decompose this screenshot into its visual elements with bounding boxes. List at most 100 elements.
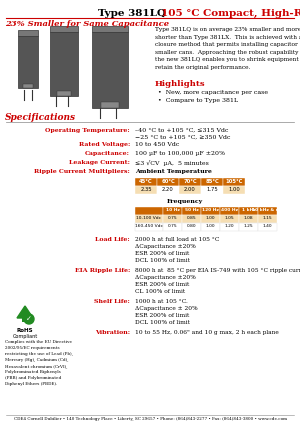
Text: restricting the use of Lead (Pb),: restricting the use of Lead (Pb), bbox=[5, 352, 73, 356]
Bar bbox=[92, 26, 128, 32]
Text: RoHS: RoHS bbox=[17, 328, 33, 333]
Bar bbox=[92, 32, 128, 108]
Text: Vibration:: Vibration: bbox=[95, 330, 130, 335]
Bar bbox=[182, 215, 200, 223]
Bar bbox=[201, 207, 220, 215]
Text: 10 kHz & up: 10 kHz & up bbox=[253, 208, 283, 212]
Bar bbox=[182, 223, 200, 231]
Text: smaller cans.  Approaching the robust capability of the 381L: smaller cans. Approaching the robust cap… bbox=[155, 49, 300, 54]
Text: Ripple Current Multipliers:: Ripple Current Multipliers: bbox=[34, 169, 130, 174]
Text: 1.00: 1.00 bbox=[206, 216, 215, 220]
Text: 10 to 450 Vdc: 10 to 450 Vdc bbox=[135, 142, 179, 147]
Polygon shape bbox=[17, 306, 33, 318]
Text: 23% Smaller for Same Capacitance: 23% Smaller for Same Capacitance bbox=[5, 20, 169, 28]
Bar bbox=[18, 36, 38, 88]
Text: 10-100 Vdc: 10-100 Vdc bbox=[136, 216, 161, 220]
Bar bbox=[50, 26, 78, 32]
Text: 2.20: 2.20 bbox=[162, 187, 174, 192]
Text: ΔCapacitance ±20%: ΔCapacitance ±20% bbox=[135, 275, 196, 280]
Bar bbox=[201, 223, 220, 231]
Text: ESR 200% of limit: ESR 200% of limit bbox=[135, 313, 189, 318]
Text: ΔCapacitance ± 20%: ΔCapacitance ± 20% bbox=[135, 306, 198, 311]
Text: 0.85: 0.85 bbox=[186, 216, 196, 220]
Bar bbox=[258, 223, 277, 231]
Bar bbox=[101, 102, 119, 108]
Text: 85°C: 85°C bbox=[205, 179, 219, 184]
Text: Operating Temperature:: Operating Temperature: bbox=[45, 128, 130, 133]
Bar bbox=[258, 215, 277, 223]
Text: 0.75: 0.75 bbox=[167, 224, 177, 228]
Text: Shelf Life:: Shelf Life: bbox=[94, 299, 130, 304]
Text: 105°C: 105°C bbox=[225, 179, 243, 184]
Text: Leakage Current:: Leakage Current: bbox=[69, 160, 130, 165]
Text: 10 to 55 Hz, 0.06" and 10 g max, 2 h each plane: 10 to 55 Hz, 0.06" and 10 g max, 2 h eac… bbox=[135, 330, 279, 335]
Text: Specifications: Specifications bbox=[5, 113, 76, 122]
Bar bbox=[23, 84, 33, 88]
Bar bbox=[201, 186, 223, 194]
Text: •  New, more capacitance per case: • New, more capacitance per case bbox=[158, 90, 268, 95]
Text: 120 Hz: 120 Hz bbox=[202, 208, 219, 212]
Text: 1000 h at 105 °C.: 1000 h at 105 °C. bbox=[135, 299, 188, 304]
Text: retain the original performance.: retain the original performance. bbox=[155, 65, 250, 70]
Text: ✓: ✓ bbox=[26, 316, 32, 322]
Text: Type 381LQ is on average 23% smaller and more than 5 mm: Type 381LQ is on average 23% smaller and… bbox=[155, 27, 300, 32]
Text: 1.08: 1.08 bbox=[243, 216, 253, 220]
Bar bbox=[201, 178, 223, 186]
Text: CL 100% of limit: CL 100% of limit bbox=[135, 289, 185, 294]
Text: –40 °C to +105 °C, ≤315 Vdc: –40 °C to +105 °C, ≤315 Vdc bbox=[135, 128, 229, 133]
Text: ΔCapacitance ±20%: ΔCapacitance ±20% bbox=[135, 244, 196, 249]
Text: (PBB) and Polybrominated: (PBB) and Polybrominated bbox=[5, 376, 61, 380]
Text: •  Compare to Type 381L: • Compare to Type 381L bbox=[158, 98, 238, 103]
Text: ≤3 √CV  µA,  5 minutes: ≤3 √CV µA, 5 minutes bbox=[135, 160, 209, 166]
Text: Complies with the EU Directive: Complies with the EU Directive bbox=[5, 340, 72, 344]
Text: 2002/95/EC requirements: 2002/95/EC requirements bbox=[5, 346, 60, 350]
Bar bbox=[135, 178, 157, 186]
Text: CDE4 Cornell Dubilier • 140 Technology Place • Liberty, SC 29657 • Phone: (864)8: CDE4 Cornell Dubilier • 140 Technology P… bbox=[14, 417, 286, 421]
Bar bbox=[135, 223, 163, 231]
Text: 1.00: 1.00 bbox=[228, 187, 240, 192]
Bar bbox=[163, 223, 182, 231]
Text: Rated Voltage:: Rated Voltage: bbox=[79, 142, 130, 147]
Text: Frequency: Frequency bbox=[167, 199, 203, 204]
Text: closure method that permits installing capacitor elements into: closure method that permits installing c… bbox=[155, 42, 300, 47]
Text: Capacitance:: Capacitance: bbox=[85, 151, 130, 156]
Text: Load Life:: Load Life: bbox=[95, 237, 130, 242]
Text: Mercury (Hg), Cadmium (Cd),: Mercury (Hg), Cadmium (Cd), bbox=[5, 358, 68, 362]
Text: EIA Ripple Life:: EIA Ripple Life: bbox=[75, 268, 130, 273]
Bar bbox=[258, 207, 277, 215]
Bar bbox=[201, 215, 220, 223]
Text: Diphenyl Ethers (PBDE).: Diphenyl Ethers (PBDE). bbox=[5, 382, 57, 386]
Text: 1.20: 1.20 bbox=[224, 224, 234, 228]
Text: Polybrominated Biphenyls: Polybrominated Biphenyls bbox=[5, 370, 61, 374]
Text: 10 Hz: 10 Hz bbox=[166, 208, 179, 212]
Text: 1 kHz: 1 kHz bbox=[242, 208, 255, 212]
Text: DCL 100% of limit: DCL 100% of limit bbox=[135, 320, 190, 325]
Bar bbox=[220, 223, 239, 231]
Text: −25 °C to +105 °C, ≥350 Vdc: −25 °C to +105 °C, ≥350 Vdc bbox=[135, 135, 230, 140]
Text: 2.00: 2.00 bbox=[184, 187, 196, 192]
Text: 400 Hz: 400 Hz bbox=[221, 208, 238, 212]
Text: 2.35: 2.35 bbox=[140, 187, 152, 192]
Bar bbox=[157, 178, 178, 186]
Bar bbox=[182, 207, 200, 215]
Text: 105 °C Compact, High-Ripple Snap-in: 105 °C Compact, High-Ripple Snap-in bbox=[161, 9, 300, 18]
Text: Type 381LQ: Type 381LQ bbox=[98, 9, 166, 18]
Text: Ambient Temperature: Ambient Temperature bbox=[135, 169, 212, 174]
Text: 1.75: 1.75 bbox=[206, 187, 218, 192]
Text: 60°C: 60°C bbox=[161, 179, 175, 184]
Bar bbox=[223, 178, 244, 186]
Bar bbox=[157, 186, 178, 194]
Text: 160-450 Vdc: 160-450 Vdc bbox=[135, 224, 163, 228]
Bar bbox=[239, 223, 257, 231]
Bar bbox=[18, 30, 38, 36]
Text: 70°C: 70°C bbox=[183, 179, 197, 184]
Text: ESR 200% of limit: ESR 200% of limit bbox=[135, 251, 189, 256]
Bar bbox=[179, 186, 200, 194]
Text: 45°C: 45°C bbox=[139, 179, 153, 184]
Bar bbox=[220, 207, 239, 215]
Text: 100 µF to 100,000 µF ±20%: 100 µF to 100,000 µF ±20% bbox=[135, 151, 225, 156]
Text: DCL 100% of limit: DCL 100% of limit bbox=[135, 258, 190, 263]
Text: 2000 h at full load at 105 °C: 2000 h at full load at 105 °C bbox=[135, 237, 219, 242]
Bar bbox=[179, 178, 200, 186]
Text: 0.80: 0.80 bbox=[186, 224, 196, 228]
